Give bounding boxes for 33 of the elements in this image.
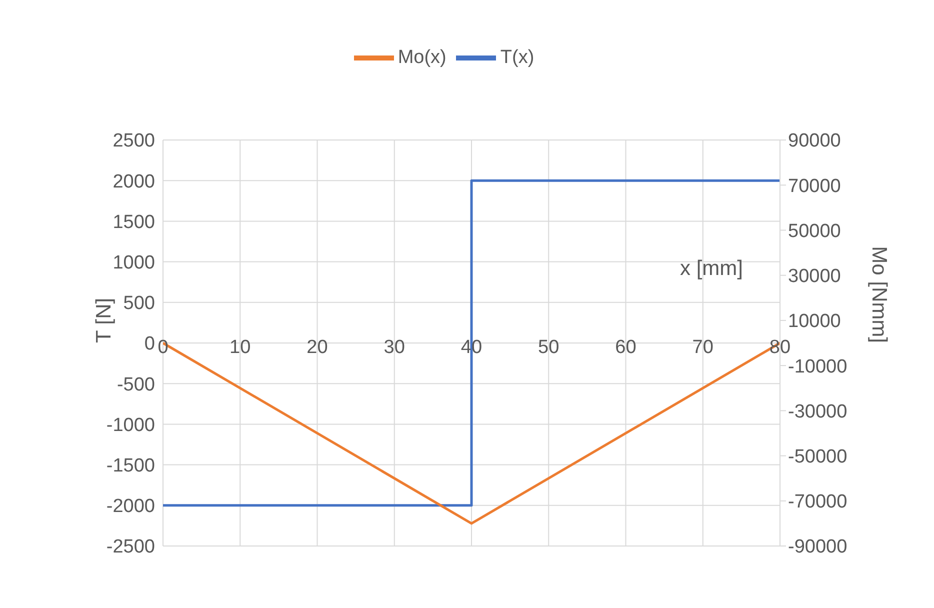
y2-tick-label: -30000 <box>788 401 848 422</box>
y2-tick-label: -90000 <box>788 536 848 558</box>
y-tick-label: 2000 <box>112 171 155 192</box>
y-tick-label: 500 <box>123 293 155 314</box>
y-axis-title: T [N] <box>92 298 116 343</box>
y2-tick-label: -50000 <box>788 446 848 468</box>
y-tick-label: -1500 <box>106 456 155 477</box>
y2-tick-label: 90000 <box>788 130 841 152</box>
y-tick-label: -2000 <box>106 496 155 518</box>
y2-tick-label: 70000 <box>788 176 841 197</box>
x-tick-label: 30 <box>384 337 405 358</box>
y2-tick-label: -70000 <box>788 492 848 513</box>
y-tick-label: 1500 <box>112 212 155 233</box>
y2-axis-title: Mo [Nmm] <box>868 246 891 343</box>
y2-tick-label: 30000 <box>788 266 841 288</box>
y-tick-label: -500 <box>116 374 155 396</box>
x-axis-title: x [mm] <box>680 257 743 281</box>
y-tick-label: 1000 <box>112 252 155 274</box>
x-tick-label: 20 <box>306 337 328 358</box>
y-tick-label: 2500 <box>112 130 155 152</box>
y2-tick-label: 10000 <box>788 311 841 332</box>
y-tick-label: -1000 <box>106 414 155 436</box>
y2-tick-label: 50000 <box>788 220 841 242</box>
legend-label: T(x) <box>500 47 534 68</box>
x-tick-label: 50 <box>538 337 560 358</box>
x-tick-label: 10 <box>230 337 251 358</box>
x-tick-label: 0 <box>158 337 168 358</box>
x-tick-label: 60 <box>615 337 636 358</box>
y2-tick-label: -10000 <box>788 356 848 378</box>
legend-label: Mo(x) <box>398 47 446 68</box>
x-tick-label: 80 <box>769 337 791 358</box>
x-tick-label: 70 <box>692 337 714 358</box>
y-tick-label: -2500 <box>106 536 155 558</box>
